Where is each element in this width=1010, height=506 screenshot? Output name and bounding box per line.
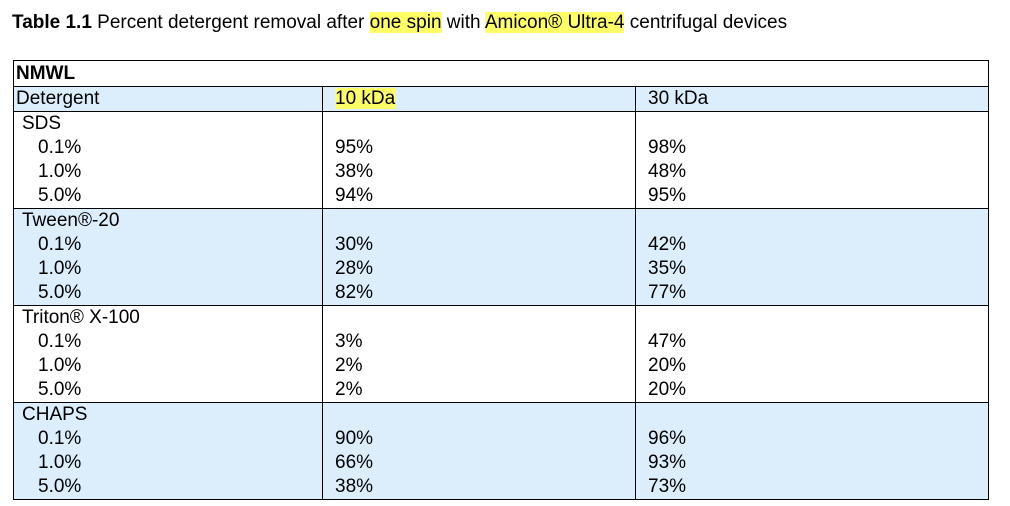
caption-text: with: [441, 12, 485, 33]
value-30kda: 35%: [648, 258, 687, 279]
value-10kda: 90%: [335, 428, 374, 449]
value-30kda: 42%: [648, 234, 687, 255]
detergent-group-chaps: CHAPS 0.1% 1.0% 5.0% 90% 66% 38% 96% 93%…: [13, 402, 989, 500]
value-30kda: 20%: [648, 379, 687, 400]
concentration: 5.0%: [38, 185, 82, 206]
concentration: 1.0%: [38, 258, 82, 279]
concentration: 5.0%: [38, 379, 82, 400]
nmwl-header-row: NMWL: [13, 60, 989, 87]
value-10kda: 2%: [335, 379, 363, 400]
column-header-10kda: 10 kDa: [322, 86, 636, 112]
value-30kda: 20%: [648, 355, 687, 376]
value-10kda: 82%: [335, 282, 374, 303]
value-10kda: 30%: [335, 234, 374, 255]
detergent-name: Tween®-20: [22, 210, 120, 231]
detergent-name: SDS: [22, 113, 62, 134]
value-30kda: 73%: [648, 476, 687, 497]
concentration: 1.0%: [38, 355, 82, 376]
value-10kda: 95%: [335, 137, 374, 158]
column-header-30kda: 30 kDa: [635, 86, 989, 112]
detergent-group-sds: SDS 0.1% 1.0% 5.0% 95% 38% 94% 98% 48% 9…: [13, 111, 989, 209]
concentration: 0.1%: [38, 234, 82, 255]
value-10kda: 2%: [335, 355, 363, 376]
detergent-group-tween-20: Tween®-20 0.1% 1.0% 5.0% 30% 28% 82% 42%…: [13, 208, 989, 306]
caption-highlight-product: Amicon® Ultra-4: [484, 12, 625, 33]
table-number: Table 1.1: [12, 12, 92, 33]
value-30kda: 77%: [648, 282, 687, 303]
value-10kda: 38%: [335, 161, 374, 182]
value-30kda: 98%: [648, 137, 687, 158]
column-header-row: Detergent 10 kDa 30 kDa: [13, 86, 989, 112]
caption-highlight-one-spin: one spin: [369, 12, 442, 33]
concentration: 1.0%: [38, 452, 82, 473]
caption-text: centrifugal devices: [624, 12, 788, 33]
detergent-removal-table: NMWL Detergent 10 kDa 30 kDa SDS 0.1% 1.…: [13, 60, 989, 500]
value-30kda: 48%: [648, 161, 687, 182]
nmwl-header: NMWL: [13, 60, 989, 87]
value-30kda: 95%: [648, 185, 687, 206]
detergent-name: CHAPS: [22, 404, 88, 425]
table-caption: Table 1.1 Percent detergent removal afte…: [12, 10, 787, 36]
concentration: 5.0%: [38, 476, 82, 497]
concentration: 0.1%: [38, 428, 82, 449]
detergent-group-triton-x-100: Triton® X-100 0.1% 1.0% 5.0% 3% 2% 2% 47…: [13, 305, 989, 403]
concentration: 1.0%: [38, 161, 82, 182]
value-10kda: 38%: [335, 476, 374, 497]
value-10kda: 94%: [335, 185, 374, 206]
value-30kda: 93%: [648, 452, 687, 473]
detergent-name: Triton® X-100: [22, 307, 140, 328]
concentration: 0.1%: [38, 137, 82, 158]
value-10kda: 66%: [335, 452, 374, 473]
caption-text: Percent detergent removal after: [91, 12, 370, 33]
value-30kda: 96%: [648, 428, 687, 449]
value-10kda: 28%: [335, 258, 374, 279]
value-10kda: 3%: [335, 331, 363, 352]
concentration: 0.1%: [38, 331, 82, 352]
concentration: 5.0%: [38, 282, 82, 303]
value-30kda: 47%: [648, 331, 687, 352]
column-header-detergent: Detergent: [13, 86, 323, 112]
